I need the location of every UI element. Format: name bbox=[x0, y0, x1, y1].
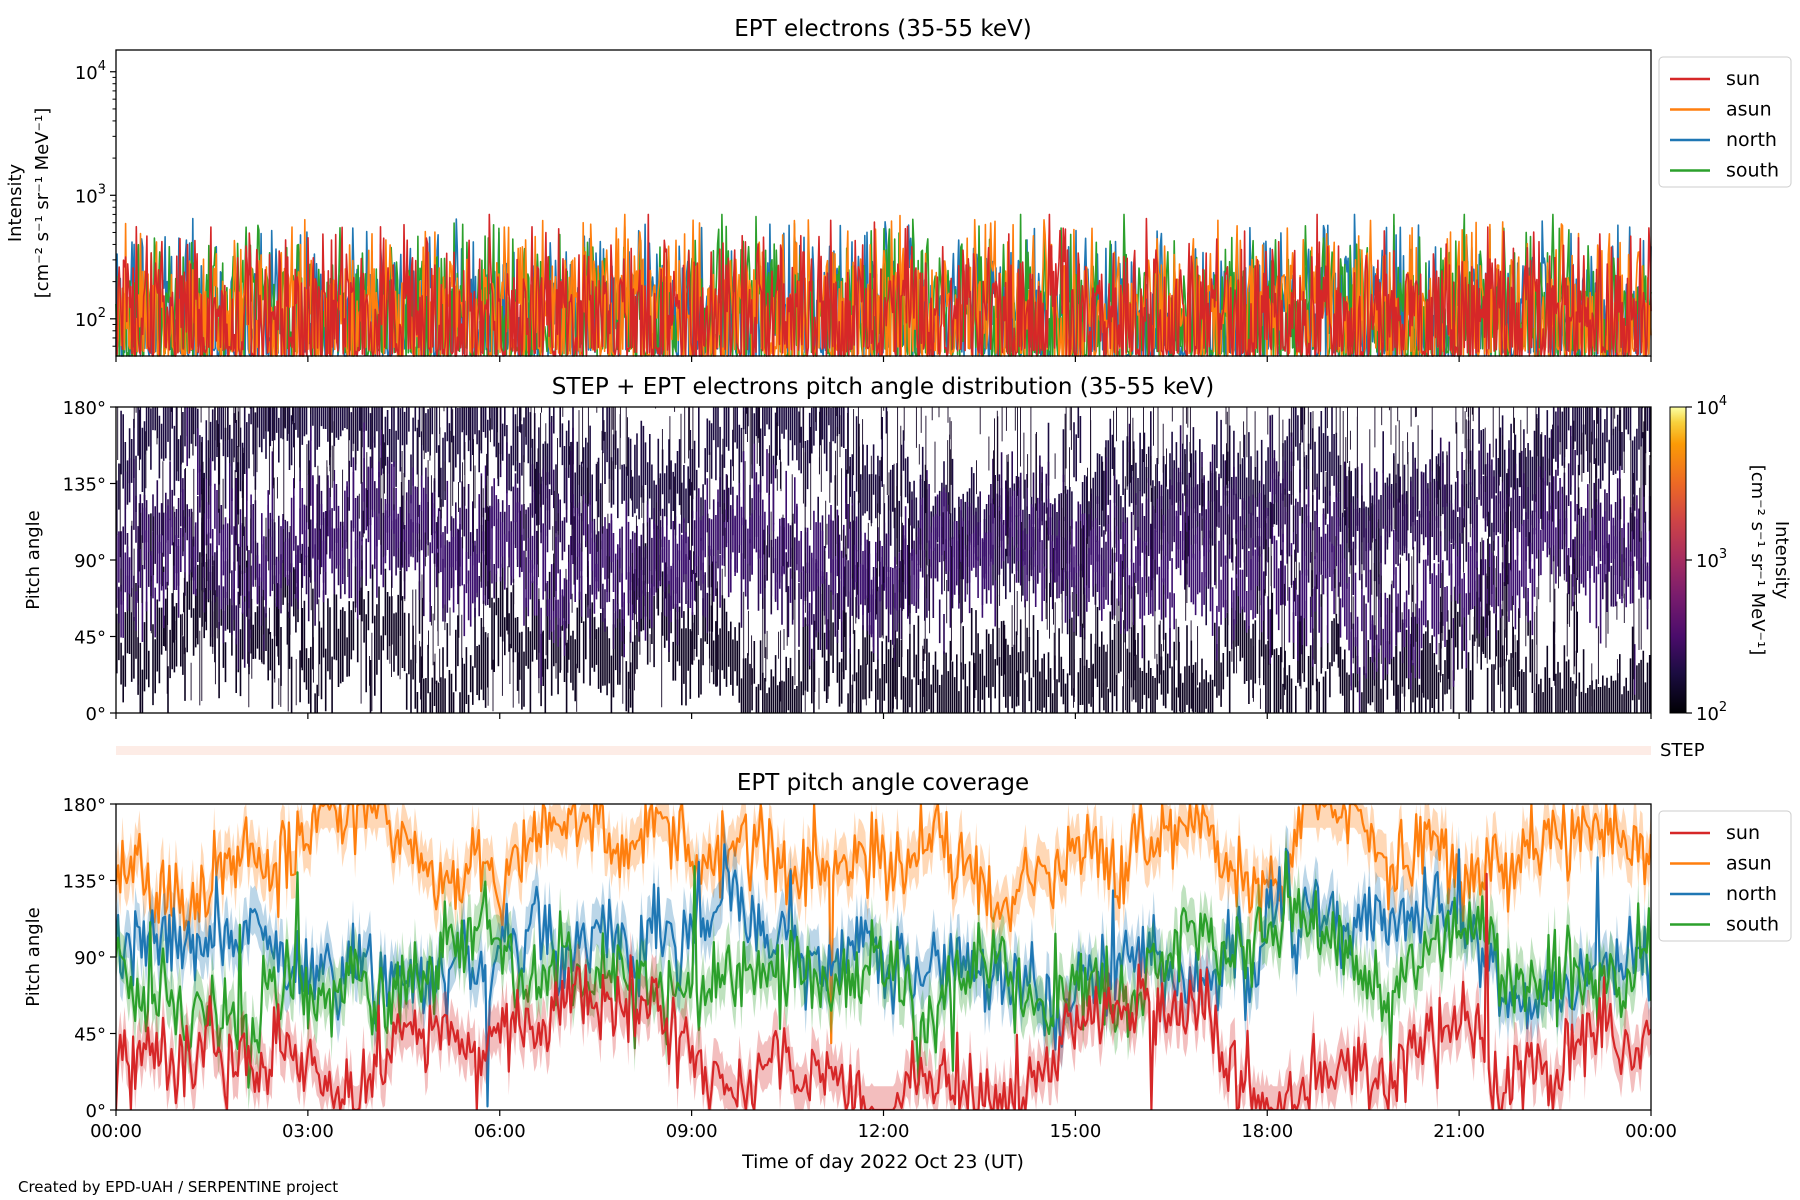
series-north-pitch bbox=[116, 843, 1651, 1108]
panel2-y-tick-label: 90° bbox=[74, 551, 106, 572]
panel1-ylabel-name: Intensity bbox=[5, 163, 26, 242]
series-asun-band bbox=[116, 804, 1651, 1067]
panel3-x-tick-label: 00:00 bbox=[90, 1121, 142, 1142]
panel3-title: EPT pitch angle coverage bbox=[737, 770, 1029, 796]
colorbar-tick-label: 102 bbox=[1696, 700, 1727, 725]
panel2-y-ticks: 0° 45° 90° 135° 180° bbox=[63, 398, 116, 725]
panel1-ylabel: Intensity bbox=[5, 163, 26, 242]
panel3-legend-label-north: north bbox=[1726, 883, 1777, 905]
colorbar bbox=[1669, 406, 1687, 714]
panel3-y-tick-label: 90° bbox=[74, 948, 106, 969]
panel3-y-tick-label: 180° bbox=[63, 795, 106, 816]
panel3-ylabel: Pitch angle bbox=[23, 907, 44, 1006]
x-axis-label: Time of day 2022 Oct 23 (UT) bbox=[741, 1151, 1024, 1173]
panel3-legend: sun asun north south bbox=[1658, 810, 1792, 942]
colorbar-ticks: 102 103 104 bbox=[1686, 394, 1727, 725]
panel-pad: STEP + EPT electrons pitch angle distrib… bbox=[23, 374, 1792, 725]
panel1-legend-label-north: north bbox=[1726, 129, 1777, 151]
panel3-x-tick-label: 21:00 bbox=[1433, 1121, 1485, 1142]
panel3-series bbox=[116, 804, 1651, 1110]
panel3-y-tick-label: 135° bbox=[63, 872, 106, 893]
panel1-x-ticks bbox=[115, 356, 1652, 362]
panel-step: STEP bbox=[116, 740, 1705, 761]
panel1-title: EPT electrons (35-55 keV) bbox=[734, 16, 1031, 42]
credit-text: Created by EPD-UAH / SERPENTINE project bbox=[18, 1178, 339, 1196]
panel3-legend-label-asun: asun bbox=[1726, 853, 1772, 875]
series-south-band bbox=[116, 827, 1651, 1110]
panel2-title: STEP + EPT electrons pitch angle distrib… bbox=[552, 374, 1214, 400]
panel1-series bbox=[115, 213, 1652, 357]
colorbar-tick-label: 103 bbox=[1696, 547, 1727, 572]
panel1-legend-label-sun: sun bbox=[1726, 68, 1760, 90]
panel2-ylabel: Pitch angle bbox=[23, 510, 44, 609]
panel2-heatmap bbox=[116, 407, 1651, 713]
panel3-x-tick-label: 03:00 bbox=[282, 1121, 334, 1142]
pad-track-3 bbox=[116, 407, 1651, 711]
series-sun-band bbox=[116, 850, 1651, 1110]
panel1-y-tick-label: 103 bbox=[75, 182, 106, 207]
panel3-x-tick-label: 15:00 bbox=[1049, 1121, 1101, 1142]
panel2-y-tick-label: 180° bbox=[63, 398, 106, 419]
panel3-y-tick-label: 0° bbox=[86, 1101, 106, 1122]
step-strip bbox=[116, 746, 1651, 755]
panel3-legend-box bbox=[1658, 810, 1792, 942]
panel3-x-tick-label: 18:00 bbox=[1241, 1121, 1293, 1142]
series-sun-intensity bbox=[115, 213, 1652, 357]
colorbar-label: Intensity bbox=[1771, 521, 1792, 600]
panel1-legend-label-asun: asun bbox=[1726, 99, 1772, 121]
panel3-x-tick-label: 00:00 bbox=[1625, 1121, 1677, 1142]
colorbar-units: [cm⁻² s⁻¹ sr⁻¹ MeV⁻¹] bbox=[1747, 465, 1768, 656]
series-sun-pitch bbox=[116, 872, 1651, 1110]
panel2-y-tick-label: 135° bbox=[63, 475, 106, 496]
panel3-x-tick-label: 06:00 bbox=[474, 1121, 526, 1142]
series-asun-pitch bbox=[116, 804, 1651, 1045]
panel3-x-tick-label: 09:00 bbox=[666, 1121, 718, 1142]
panel1-y-tick-label: 104 bbox=[75, 59, 106, 84]
colorbar-tick-label: 104 bbox=[1696, 394, 1727, 419]
panel3-x-tick-label: 12:00 bbox=[858, 1121, 910, 1142]
panel2-y-tick-label: 0° bbox=[86, 704, 106, 725]
series-south-pitch bbox=[116, 850, 1651, 1089]
panel1-ylabel-units: [cm⁻² s⁻¹ sr⁻¹ MeV⁻¹] bbox=[32, 108, 53, 299]
panel-coverage: EPT pitch angle coverage 0° 45° 90° 135° 180… bbox=[23, 770, 1792, 1173]
panel1-y-tick-label: 102 bbox=[75, 306, 106, 331]
panel2-x-ticks bbox=[115, 713, 1652, 719]
panel1-legend: sun asun north south bbox=[1658, 56, 1792, 188]
panel3-y-tick-label: 45° bbox=[74, 1025, 106, 1046]
panel2-y-tick-label: 45° bbox=[74, 628, 106, 649]
panel3-legend-label-south: south bbox=[1726, 914, 1779, 936]
pad-streaks bbox=[117, 407, 1651, 712]
panel-intensity: EPT electrons (35-55 keV) 102 103 104 Inte… bbox=[5, 16, 1792, 362]
panel1-legend-label-south: south bbox=[1726, 160, 1779, 182]
panel3-x-ticks: 00:00 03:00 06:00 09:00 12:00 15:00 18:00 21:00… bbox=[90, 1110, 1677, 1142]
panel3-y-ticks: 0° 45° 90° 135° 180° bbox=[63, 795, 116, 1122]
panel3-legend-label-sun: sun bbox=[1726, 822, 1760, 844]
step-label: STEP bbox=[1660, 740, 1705, 761]
panel1-y-ticks: 102 103 104 bbox=[75, 59, 116, 347]
panel1-legend-box bbox=[1658, 56, 1792, 188]
